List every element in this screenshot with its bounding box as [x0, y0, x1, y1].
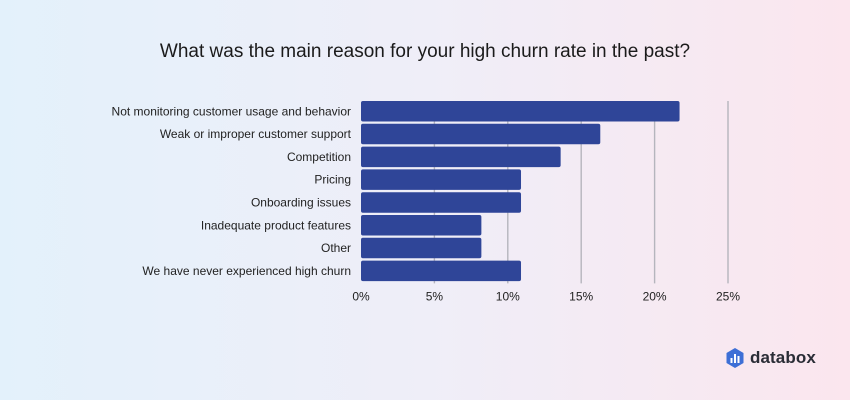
- brand: databox: [726, 348, 816, 368]
- x-axis-ticks: 0% 5% 10% 15% 20% 25%: [352, 289, 740, 303]
- bars: [361, 101, 680, 282]
- category-label: Onboarding issues: [251, 195, 351, 209]
- x-tick-label: 25%: [716, 289, 740, 303]
- bar-5: [361, 215, 482, 236]
- category-label: Weak or improper customer support: [160, 127, 352, 141]
- x-tick-label: 20%: [643, 289, 667, 303]
- x-tick-label: 15%: [569, 289, 593, 303]
- x-tick-label: 5%: [426, 289, 444, 303]
- category-label: Pricing: [314, 173, 351, 187]
- bar-2: [361, 146, 561, 168]
- x-tick-label: 0%: [352, 289, 370, 303]
- category-label: Inadequate product features: [201, 218, 351, 232]
- bar-0: [361, 101, 680, 122]
- bar-6: [361, 237, 482, 259]
- bar-7: [361, 260, 522, 282]
- category-label: Other: [321, 241, 351, 255]
- bar-3: [361, 169, 522, 190]
- category-label: Not monitoring customer usage and behavi…: [112, 104, 351, 118]
- category-labels: Not monitoring customer usage and behavi…: [112, 104, 352, 278]
- bar-1: [361, 123, 601, 145]
- category-label: We have never experienced high churn: [142, 264, 351, 278]
- databox-logo-icon: [726, 348, 744, 368]
- brand-name: databox: [750, 348, 816, 367]
- bar-4: [361, 192, 522, 213]
- category-label: Competition: [287, 150, 351, 164]
- x-tick-label: 10%: [496, 289, 520, 303]
- chart-title: What was the main reason for your high c…: [160, 41, 690, 62]
